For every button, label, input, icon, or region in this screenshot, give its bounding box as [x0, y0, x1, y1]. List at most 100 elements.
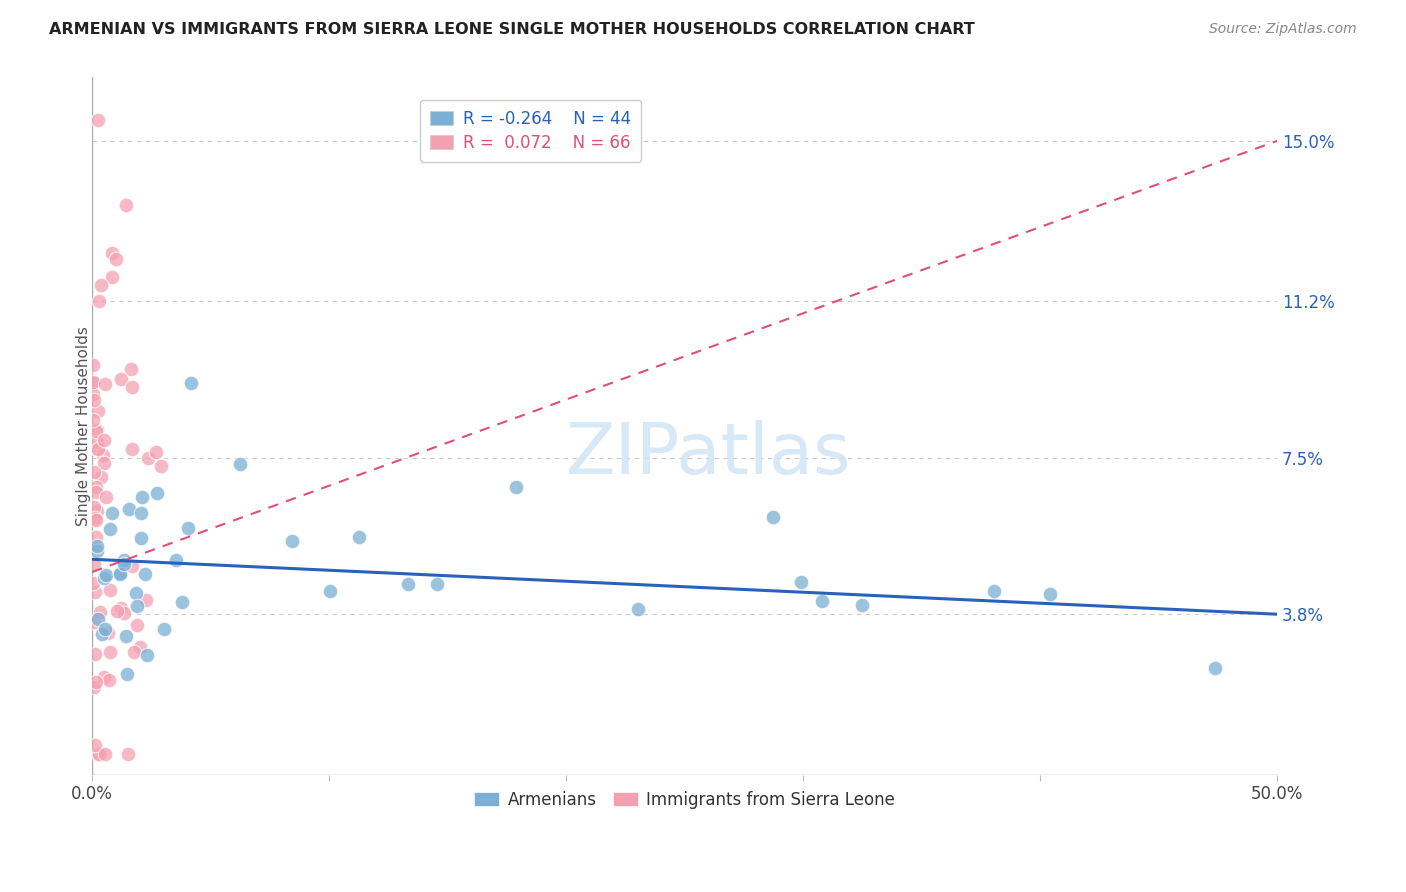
Point — [153, 623, 176, 637]
Point — [124, 586, 146, 600]
Point — [84, 484, 107, 499]
Point — [124, 645, 146, 659]
Point — [83, 393, 105, 408]
Point — [96, 567, 118, 582]
Point — [789, 574, 811, 589]
Point — [98, 645, 121, 659]
Point — [89, 293, 111, 308]
Point — [94, 747, 117, 761]
Point — [121, 558, 143, 573]
Point — [108, 567, 131, 582]
Legend: Armenians, Immigrants from Sierra Leone: Armenians, Immigrants from Sierra Leone — [467, 784, 901, 815]
Point — [83, 585, 105, 599]
Point — [134, 567, 156, 582]
Point — [104, 252, 127, 266]
Point — [983, 583, 1005, 598]
Point — [98, 582, 121, 597]
Point — [319, 583, 342, 598]
Point — [762, 509, 785, 524]
Point — [93, 376, 115, 391]
Point — [93, 434, 115, 448]
Point — [83, 511, 105, 525]
Point — [396, 576, 419, 591]
Point — [129, 532, 152, 546]
Point — [83, 466, 105, 480]
Point — [851, 598, 873, 612]
Point — [101, 270, 124, 285]
Point — [84, 674, 107, 689]
Point — [118, 501, 141, 516]
Point — [87, 112, 110, 127]
Point — [84, 647, 107, 661]
Point — [1039, 587, 1062, 601]
Point — [82, 375, 104, 389]
Point — [100, 506, 122, 520]
Point — [112, 607, 135, 621]
Point — [128, 640, 150, 654]
Point — [281, 533, 304, 548]
Point — [165, 553, 187, 567]
Point — [145, 485, 167, 500]
Point — [98, 522, 121, 536]
Point — [626, 602, 648, 616]
Point — [131, 490, 153, 504]
Point — [93, 571, 115, 585]
Point — [150, 458, 173, 473]
Point — [86, 612, 108, 626]
Point — [176, 521, 198, 535]
Point — [82, 576, 104, 591]
Point — [87, 442, 110, 457]
Point — [136, 451, 159, 466]
Point — [107, 604, 129, 618]
Point — [82, 376, 104, 390]
Point — [86, 539, 108, 553]
Point — [87, 747, 110, 761]
Point — [89, 605, 111, 619]
Point — [83, 558, 105, 572]
Point — [115, 667, 138, 681]
Point — [90, 277, 112, 292]
Point — [97, 625, 120, 640]
Point — [82, 358, 104, 372]
Point — [97, 673, 120, 688]
Point — [84, 513, 107, 527]
Point — [129, 506, 152, 520]
Point — [83, 615, 105, 629]
Point — [110, 372, 132, 386]
Point — [170, 595, 193, 609]
Point — [93, 623, 115, 637]
Point — [505, 480, 527, 494]
Point — [91, 448, 114, 462]
Point — [117, 747, 139, 761]
Point — [121, 380, 143, 394]
Point — [86, 435, 108, 450]
Point — [82, 413, 104, 427]
Point — [127, 617, 149, 632]
Point — [114, 198, 136, 212]
Point — [229, 457, 252, 471]
Point — [110, 601, 132, 615]
Point — [136, 648, 159, 662]
Point — [83, 500, 105, 514]
Point — [87, 404, 110, 418]
Point — [426, 577, 449, 591]
Point — [83, 738, 105, 752]
Point — [86, 424, 108, 438]
Text: Source: ZipAtlas.com: Source: ZipAtlas.com — [1209, 22, 1357, 37]
Point — [145, 445, 167, 459]
Point — [90, 470, 112, 484]
Point — [100, 246, 122, 260]
Point — [86, 479, 108, 493]
Point — [121, 442, 143, 456]
Point — [108, 566, 131, 580]
Point — [112, 557, 135, 571]
Point — [135, 593, 157, 607]
Point — [86, 504, 108, 518]
Point — [112, 553, 135, 567]
Point — [811, 593, 834, 607]
Y-axis label: Single Mother Households: Single Mother Households — [76, 326, 91, 526]
Point — [180, 376, 202, 391]
Point — [93, 456, 115, 470]
Point — [1204, 661, 1226, 675]
Point — [83, 680, 105, 694]
